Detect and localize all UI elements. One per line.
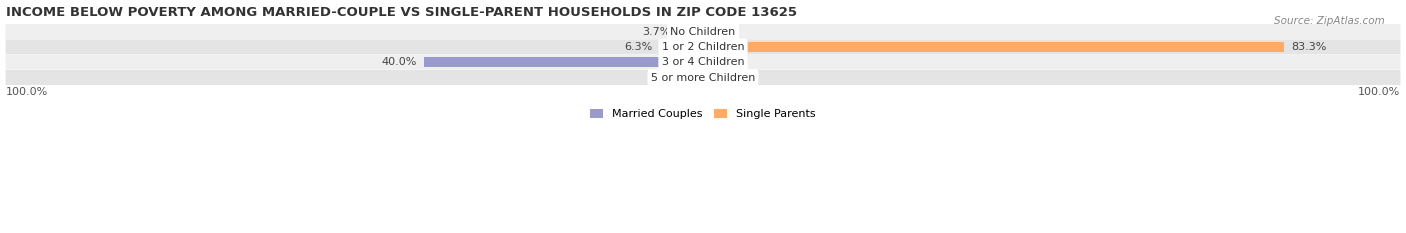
Text: 100.0%: 100.0% (6, 87, 48, 97)
Text: 3 or 4 Children: 3 or 4 Children (662, 57, 744, 67)
Text: 0.0%: 0.0% (710, 27, 738, 37)
Text: 3.7%: 3.7% (643, 27, 671, 37)
Legend: Married Couples, Single Parents: Married Couples, Single Parents (586, 104, 820, 124)
FancyBboxPatch shape (6, 70, 1400, 85)
Text: 0.0%: 0.0% (710, 57, 738, 67)
Bar (425, 58, 703, 67)
Text: 1 or 2 Children: 1 or 2 Children (662, 42, 744, 52)
Text: 6.3%: 6.3% (624, 42, 652, 52)
Text: 40.0%: 40.0% (381, 57, 418, 67)
Bar (659, 42, 703, 52)
Text: 0.0%: 0.0% (710, 72, 738, 82)
FancyBboxPatch shape (6, 39, 1400, 54)
Bar (703, 42, 1284, 52)
Text: No Children: No Children (671, 27, 735, 37)
Text: 83.3%: 83.3% (1291, 42, 1326, 52)
Text: Source: ZipAtlas.com: Source: ZipAtlas.com (1274, 16, 1385, 26)
Bar (678, 27, 703, 36)
Text: 0.0%: 0.0% (668, 72, 696, 82)
Text: INCOME BELOW POVERTY AMONG MARRIED-COUPLE VS SINGLE-PARENT HOUSEHOLDS IN ZIP COD: INCOME BELOW POVERTY AMONG MARRIED-COUPL… (6, 6, 797, 19)
FancyBboxPatch shape (6, 24, 1400, 39)
FancyBboxPatch shape (6, 55, 1400, 70)
Text: 5 or more Children: 5 or more Children (651, 72, 755, 82)
Text: 100.0%: 100.0% (1358, 87, 1400, 97)
